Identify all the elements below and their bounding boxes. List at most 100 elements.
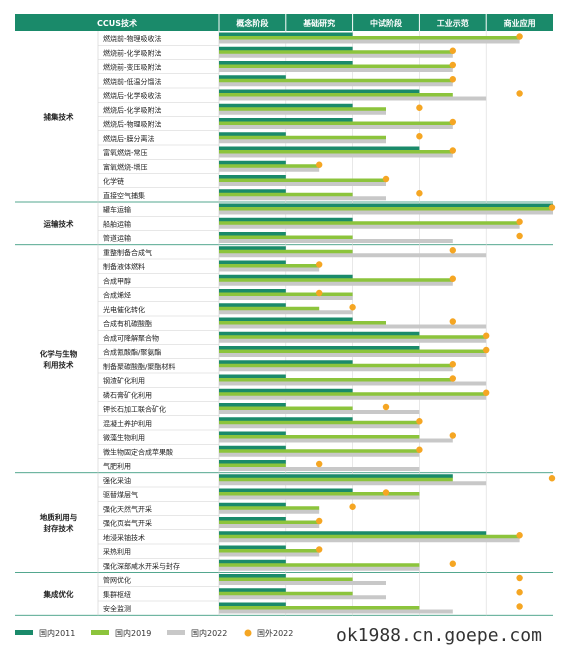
bar-d2022 [219, 267, 320, 272]
category-label: 封存技术 [44, 523, 74, 533]
bar-d2019 [219, 420, 420, 425]
bar-d2022 [219, 125, 453, 129]
bar-d2022 [219, 524, 320, 528]
tech-label: 重整制备合成气 [103, 248, 152, 257]
dot-f2022 [516, 603, 523, 610]
bar-d2022 [219, 381, 487, 386]
bar-d2011 [219, 32, 353, 37]
bar-d2022 [219, 353, 487, 357]
bar-d2019 [219, 235, 353, 240]
bar-d2022 [219, 424, 420, 429]
bar-d2022 [219, 595, 386, 600]
dot-f2022 [382, 489, 390, 496]
bar-d2019 [219, 363, 453, 368]
bar-d2019 [219, 534, 520, 539]
tech-label: 强化采油 [103, 476, 131, 485]
tech-label: 燃烧前-低温分馏法 [103, 77, 162, 86]
bar-d2019 [219, 78, 453, 83]
bar-d2019 [219, 492, 420, 496]
bar-d2022 [219, 110, 386, 115]
tech-label: 微藻生物利用 [103, 433, 145, 442]
bar-d2022 [219, 68, 453, 72]
dot-f2022 [316, 261, 323, 268]
bar-d2019 [219, 178, 386, 183]
bar-d2019 [219, 192, 353, 197]
bar-d2011 [219, 175, 286, 179]
bar-d2022 [219, 153, 453, 158]
header-stage-label: 工业示范 [437, 18, 469, 28]
tech-label: 钾长石加工联合矿化 [103, 405, 166, 414]
dot-f2022 [449, 432, 456, 439]
bar-d2019 [219, 36, 520, 40]
bar-d2011 [219, 574, 286, 578]
bar-d2011 [219, 46, 353, 51]
dot-f2022 [483, 389, 490, 396]
bar-d2019 [219, 164, 320, 169]
dot-f2022 [382, 403, 390, 411]
tech-label: 制备液体燃料 [103, 262, 145, 271]
bar-d2019 [219, 549, 320, 553]
bar-d2011 [219, 417, 353, 422]
bar-d2011 [219, 502, 286, 507]
bar-d2022 [219, 139, 386, 144]
bar-d2011 [219, 431, 286, 436]
bar-d2011 [219, 588, 286, 593]
bar-d2019 [219, 463, 286, 468]
bar-d2022 [219, 367, 453, 372]
bar-d2022 [219, 82, 453, 87]
tech-label: 合成氰酸酯/聚氨酯 [103, 348, 161, 357]
dot-f2022 [548, 475, 556, 482]
tech-label: 气肥利用 [103, 462, 131, 471]
bar-d2019 [219, 321, 386, 325]
dot-f2022 [449, 76, 456, 83]
tech-label: 合成有机碳酸酯 [103, 319, 152, 328]
dot-f2022 [316, 161, 323, 168]
bar-d2011 [219, 232, 286, 236]
bar-d2011 [219, 474, 453, 479]
bar-d2019 [219, 349, 487, 354]
bar-d2022 [219, 310, 353, 315]
dot-f2022 [449, 118, 456, 126]
dot-f2022 [516, 218, 523, 225]
tech-label: 燃烧前-物理吸收法 [103, 34, 162, 43]
dot-f2022 [516, 33, 523, 40]
bar-d2011 [219, 531, 487, 536]
header-tech-label: CCUS技术 [97, 18, 137, 28]
dot-f2022 [449, 47, 456, 54]
watermark-text: ok1988.cn.goepe.com [336, 625, 542, 646]
tech-label: 燃烧后-化学吸收法 [103, 91, 162, 100]
bar-d2019 [219, 449, 420, 454]
bar-d2022 [219, 239, 453, 243]
bar-d2011 [219, 445, 286, 450]
bar-d2022 [219, 552, 320, 557]
bar-d2011 [219, 246, 286, 251]
bar-d2011 [219, 189, 286, 194]
bar-d2011 [219, 289, 286, 293]
tech-label: 合成甲醇 [103, 276, 131, 285]
tech-label: 光电催化转化 [103, 305, 145, 314]
bar-d2019 [219, 392, 487, 397]
bar-d2022 [219, 566, 420, 571]
dot-f2022 [449, 318, 456, 325]
bar-d2022 [219, 538, 520, 543]
bar-d2011 [219, 217, 353, 222]
dot-f2022 [449, 375, 456, 382]
bar-d2022 [219, 467, 420, 471]
tech-label: 强化天然气开采 [103, 504, 152, 513]
bar-d2011 [219, 303, 286, 308]
dot-f2022 [449, 361, 456, 368]
legend-label-d2011: 国内2011 [39, 628, 75, 638]
legend-swatch-d2011 [15, 630, 33, 635]
bar-d2019 [219, 278, 453, 283]
bar-d2019 [219, 335, 487, 340]
tech-label: 燃烧前-变压吸附法 [103, 63, 162, 72]
bar-d2011 [219, 403, 286, 407]
tech-label: 燃烧后-物理吸附法 [103, 120, 162, 129]
bar-d2011 [219, 146, 420, 151]
bar-d2022 [219, 39, 520, 44]
bar-d2019 [219, 506, 320, 511]
tech-label: 集群枢纽 [103, 590, 131, 599]
bar-d2022 [219, 196, 386, 201]
tech-label: 采热利用 [103, 547, 131, 556]
dot-f2022 [416, 190, 423, 197]
